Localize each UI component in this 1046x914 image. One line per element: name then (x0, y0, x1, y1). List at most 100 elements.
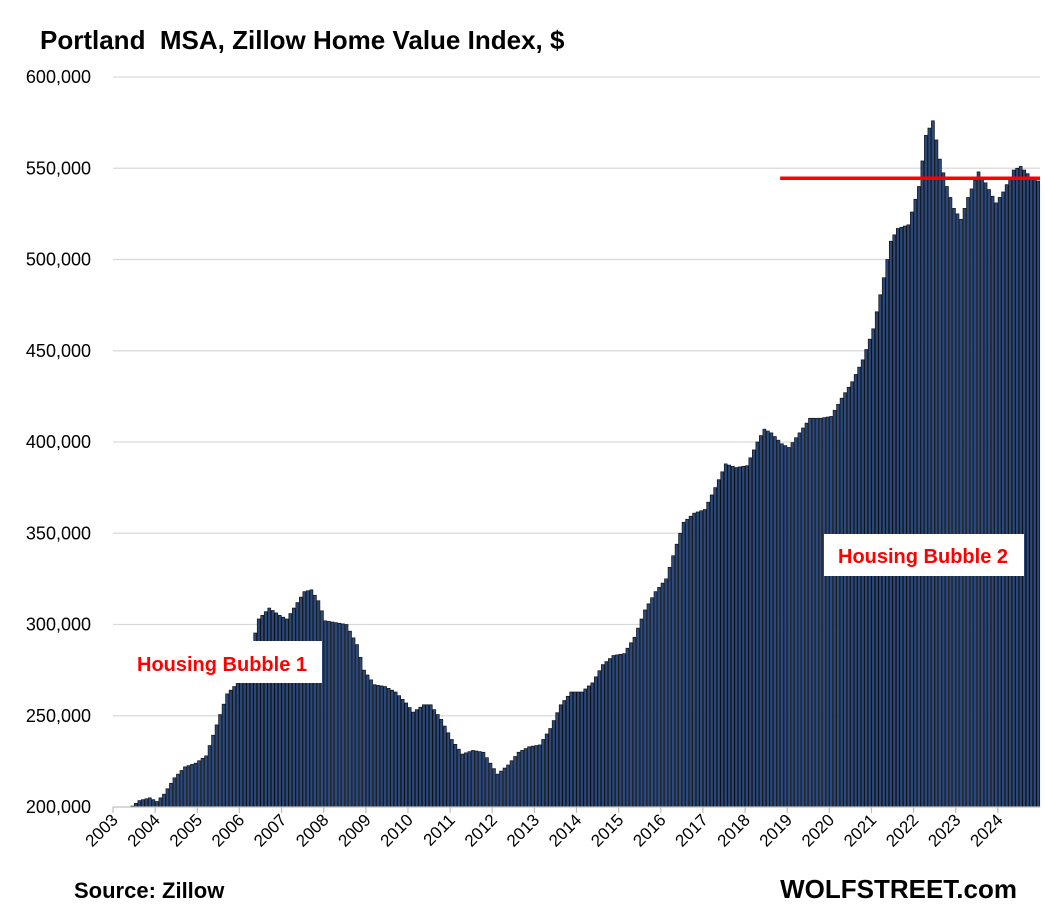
bar (794, 437, 798, 808)
y-tick-label: 200,000 (26, 797, 91, 817)
bar (516, 751, 521, 808)
bar (386, 688, 391, 808)
bar (270, 610, 275, 808)
brand-label: WOLFSTREET.com (780, 874, 1017, 904)
bar (334, 622, 338, 808)
bar (730, 465, 735, 808)
bar (183, 766, 187, 808)
bar (485, 757, 489, 808)
bar (959, 219, 963, 808)
bar (488, 762, 493, 808)
x-tick-label: 2017 (672, 810, 712, 850)
bar (664, 578, 668, 808)
bar (327, 621, 331, 808)
bar (790, 442, 795, 808)
bar (214, 724, 219, 808)
bar (292, 607, 296, 808)
bar (362, 669, 366, 808)
bar (478, 751, 482, 808)
bar (411, 711, 416, 808)
bar (151, 799, 156, 808)
bar (211, 734, 215, 808)
x-tick-label: 2015 (587, 810, 627, 850)
bar (397, 695, 401, 808)
bar (822, 417, 826, 808)
y-tick-label: 600,000 (26, 67, 91, 87)
bars (130, 120, 1041, 808)
y-tick-label: 250,000 (26, 706, 91, 726)
bar (685, 518, 689, 808)
bar (695, 511, 700, 808)
bar (713, 487, 717, 808)
bar (158, 797, 163, 808)
bar (597, 670, 602, 808)
bar (797, 432, 802, 808)
bar (1032, 178, 1037, 808)
bar (801, 427, 805, 808)
bar (962, 208, 967, 808)
chart-title: Portland MSA, Zillow Home Value Index, $ (40, 25, 565, 55)
bar (920, 160, 925, 808)
bar (857, 366, 861, 808)
bar (853, 374, 858, 808)
bar (829, 416, 833, 808)
bar (323, 620, 328, 808)
annotation-bubble-2-box (824, 534, 1024, 576)
y-tick-label: 500,000 (26, 250, 91, 270)
x-tick-label: 2016 (629, 810, 669, 850)
bar (344, 624, 349, 808)
bar (888, 240, 893, 808)
bar (604, 661, 609, 808)
bar (295, 602, 300, 808)
x-tick-label: 2019 (756, 810, 796, 850)
bar (239, 675, 243, 808)
bar (636, 627, 640, 808)
x-tick-label: 2005 (166, 810, 206, 850)
bar (457, 748, 461, 808)
bar (766, 430, 770, 808)
bar (646, 603, 651, 808)
annotation-bubble-1: Housing Bubble 1 (128, 641, 322, 683)
bar (193, 762, 198, 808)
bar (1029, 177, 1034, 808)
bar (737, 466, 742, 808)
bar (169, 782, 173, 808)
bar (495, 773, 500, 808)
bar (671, 555, 675, 808)
bar (864, 349, 868, 808)
bar (734, 467, 739, 808)
bar (148, 797, 152, 808)
y-tick-label: 350,000 (26, 523, 91, 543)
bar (836, 403, 840, 808)
bar (980, 177, 984, 808)
bar (674, 543, 679, 808)
bar (407, 707, 412, 808)
x-tick-label: 2023 (924, 810, 964, 850)
bar (910, 211, 914, 808)
bar (1036, 180, 1041, 808)
bar (348, 630, 352, 808)
bar (309, 589, 314, 808)
bar (706, 501, 710, 808)
bar (755, 441, 760, 808)
bar (976, 171, 981, 808)
bar (692, 512, 696, 808)
bar (155, 801, 159, 808)
bar (302, 591, 307, 808)
bar (586, 685, 591, 808)
bar (741, 465, 746, 808)
bar (1011, 169, 1016, 808)
bar (439, 719, 444, 808)
bar (492, 768, 496, 808)
bar (372, 684, 377, 808)
bar (471, 750, 475, 808)
bar (555, 712, 559, 808)
x-tick-label: 2021 (840, 810, 880, 850)
bar (1022, 169, 1026, 808)
bar (306, 590, 310, 808)
bar (355, 644, 359, 808)
x-tick-label: 2008 (292, 810, 332, 850)
y-tick-label: 300,000 (26, 615, 91, 635)
bar (969, 188, 974, 808)
